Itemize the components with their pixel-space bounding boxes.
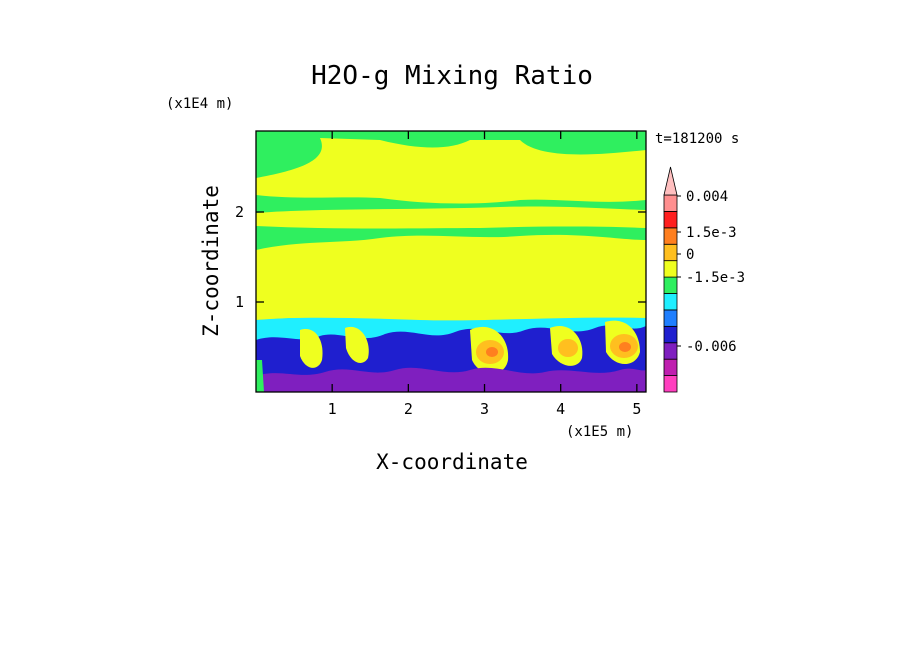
field-orange-core-2 <box>558 339 578 357</box>
field-yellow-lowpatch-1 <box>300 329 323 368</box>
colorbar-segment-11 <box>663 194 678 212</box>
field-yellow-lowpatch-2 <box>345 326 369 363</box>
colorbar-segment-2 <box>663 342 678 360</box>
field-yellow-main <box>256 234 646 323</box>
x-unit-label: (x1E5 m) <box>566 424 633 440</box>
contour-field <box>256 131 646 392</box>
y-unit-label: (x1E4 m) <box>166 96 233 112</box>
colorbar-segment-5 <box>663 293 678 311</box>
colorbar-segment-9 <box>663 227 678 245</box>
colorbar-segment-10 <box>663 211 678 229</box>
colorbar-segment-1 <box>663 358 678 376</box>
colorbar-label-3: -1.5e-3 <box>686 270 745 286</box>
x-tick-label-2: 3 <box>480 400 489 418</box>
field-yellow-top <box>256 138 646 204</box>
field-red-core-2 <box>619 342 631 352</box>
y-axis-label: Z-coordinate <box>199 185 223 337</box>
x-tick-label-0: 1 <box>328 400 337 418</box>
colorbar-label-0: 0.004 <box>686 189 728 205</box>
field-purple-surface <box>256 367 646 392</box>
field-red-core-1 <box>486 347 498 357</box>
y-tick-label-1: 2 <box>235 203 244 221</box>
plot-ticks: 1 2 3 4 5 1 2 <box>235 131 646 418</box>
time-label: t=181200 s <box>655 131 739 147</box>
colorbar-segment-4 <box>663 309 678 327</box>
field-yellow-mid <box>256 206 646 229</box>
x-axis-label: X-coordinate <box>376 450 528 474</box>
y-tick-label-0: 1 <box>235 293 244 311</box>
colorbar-label-1: 1.5e-3 <box>686 225 737 241</box>
colorbar-segment-0 <box>663 375 678 393</box>
field-green-streak <box>256 360 264 392</box>
colorbar-label-4: -0.006 <box>686 339 737 355</box>
colorbar-extend-arrow <box>663 166 678 196</box>
colorbar-segment-8 <box>663 243 678 262</box>
x-tick-label-1: 2 <box>404 400 413 418</box>
colorbar-label-2: 0 <box>686 247 694 263</box>
colorbar-segment-7 <box>663 260 678 278</box>
colorbar-segment-3 <box>663 325 678 344</box>
chart-title: H2O-g Mixing Ratio <box>311 61 593 91</box>
colorbar-segment-6 <box>663 276 678 294</box>
colorbar: 0.004 1.5e-3 0 -1.5e-3 -0.006 <box>663 166 745 393</box>
x-tick-label-3: 4 <box>556 400 565 418</box>
x-tick-label-4: 5 <box>632 400 641 418</box>
plot-frame <box>255 130 647 393</box>
